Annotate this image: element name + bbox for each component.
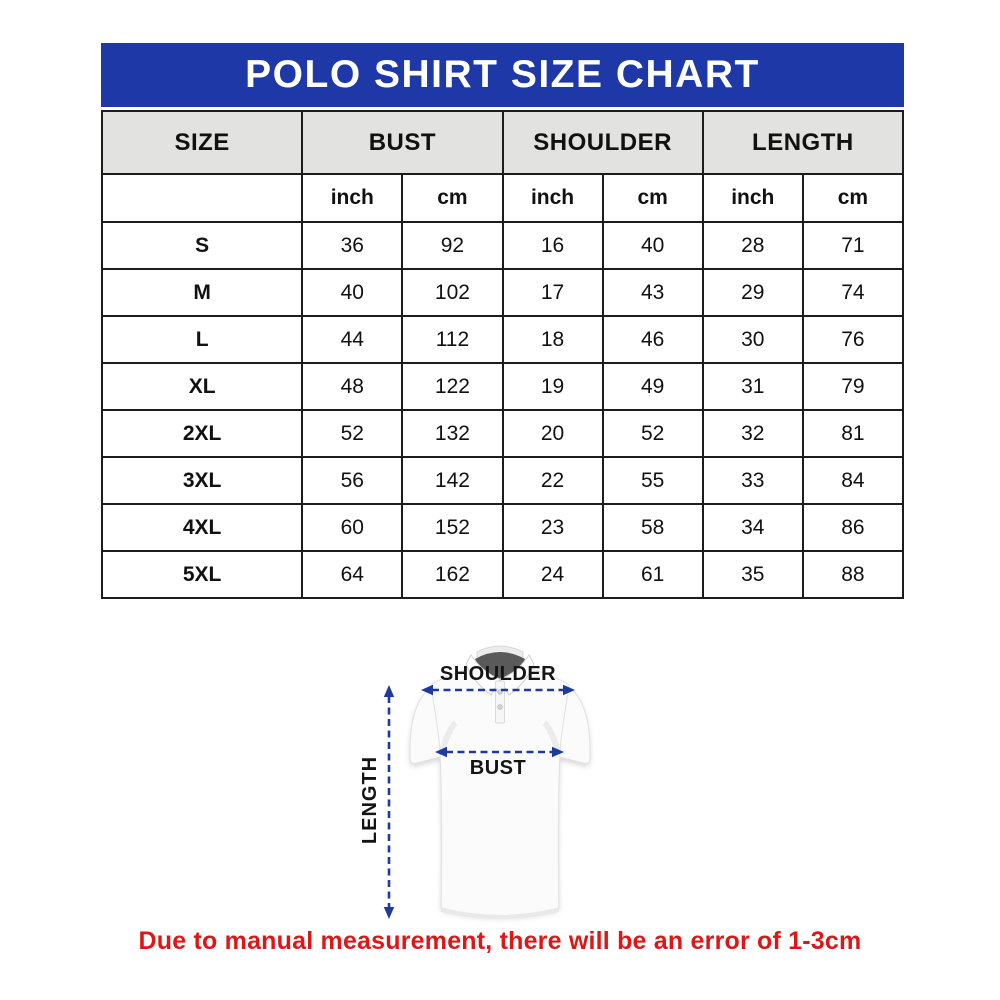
bust-inch-value: 64: [301, 550, 404, 599]
table-row: 4XL 60 152 23 58 34 86: [100, 503, 905, 552]
table-header-row: SIZE BUST SHOULDER LENGTH: [100, 110, 905, 175]
shoulder-cm-value: 52: [601, 409, 704, 458]
length-inch-value: 35: [701, 550, 804, 599]
col-header-bust: BUST: [301, 110, 504, 175]
bust-inch-value: 36: [301, 221, 404, 270]
size-label: 3XL: [100, 456, 304, 505]
table-row: 3XL 56 142 22 55 33 84: [100, 456, 905, 505]
unit-header-row: inch cm inch cm inch cm: [100, 173, 905, 223]
length-inch-value: 29: [701, 268, 804, 317]
col-header-size: SIZE: [100, 110, 304, 175]
length-cm-value: 79: [801, 362, 905, 411]
bust-cm-value: 122: [401, 362, 504, 411]
size-label: 5XL: [100, 550, 304, 599]
bust-inch-value: 52: [301, 409, 404, 458]
size-label: 2XL: [100, 409, 304, 458]
size-label: 4XL: [100, 503, 304, 552]
shoulder-cm-value: 55: [601, 456, 704, 505]
shoulder-inch-value: 23: [501, 503, 604, 552]
shoulder-cm-value: 58: [601, 503, 704, 552]
length-inch-value: 32: [701, 409, 804, 458]
bust-cm-value: 142: [401, 456, 504, 505]
bust-cm-value: 152: [401, 503, 504, 552]
bust-cm-value: 112: [401, 315, 504, 364]
unit-cell: inch: [701, 173, 804, 223]
size-chart-block: POLO SHIRT SIZE CHART SIZE BUST SHOULDER…: [100, 43, 905, 599]
shirt-body: [409, 660, 591, 919]
shoulder-inch-value: 24: [501, 550, 604, 599]
shirt-button: [497, 704, 503, 710]
unit-cell: cm: [401, 173, 504, 223]
shoulder-cm-value: 61: [601, 550, 704, 599]
length-inch-value: 28: [701, 221, 804, 270]
measurement-arrows: [383, 684, 575, 919]
bust-inch-value: 48: [301, 362, 404, 411]
bust-inch-value: 60: [301, 503, 404, 552]
shoulder-cm-value: 49: [601, 362, 704, 411]
length-inch-value: 30: [701, 315, 804, 364]
table-row: XL 48 122 19 49 31 79: [100, 362, 905, 411]
length-inch-value: 34: [701, 503, 804, 552]
size-label: XL: [100, 362, 304, 411]
table-row: M 40 102 17 43 29 74: [100, 268, 905, 317]
shoulder-label: SHOULDER: [440, 663, 556, 685]
bust-cm-value: 102: [401, 268, 504, 317]
page-title: POLO SHIRT SIZE CHART: [245, 53, 760, 96]
length-cm-value: 74: [801, 268, 905, 317]
size-table: SIZE BUST SHOULDER LENGTH inch cm inch c…: [100, 110, 905, 599]
shirt-collar: [465, 645, 535, 724]
unit-cell: inch: [501, 173, 604, 223]
bust-cm-value: 132: [401, 409, 504, 458]
unit-cell-empty: [100, 173, 304, 223]
length-cm-value: 76: [801, 315, 905, 364]
shoulder-inch-value: 17: [501, 268, 604, 317]
col-header-shoulder: SHOULDER: [501, 110, 704, 175]
length-cm-value: 86: [801, 503, 905, 552]
size-label: S: [100, 221, 304, 270]
shoulder-cm-value: 46: [601, 315, 704, 364]
size-label: L: [100, 315, 304, 364]
bust-inch-value: 40: [301, 268, 404, 317]
unit-cell: cm: [601, 173, 704, 223]
col-header-length: LENGTH: [701, 110, 905, 175]
length-cm-value: 81: [801, 409, 905, 458]
length-cm-value: 88: [801, 550, 905, 599]
shoulder-inch-value: 19: [501, 362, 604, 411]
length-cm-value: 71: [801, 221, 905, 270]
unit-cell: inch: [301, 173, 404, 223]
bust-inch-value: 56: [301, 456, 404, 505]
shoulder-inch-value: 16: [501, 221, 604, 270]
shoulder-cm-value: 40: [601, 221, 704, 270]
length-label: LENGTH: [359, 756, 381, 844]
bust-label: BUST: [470, 757, 526, 779]
bust-cm-value: 92: [401, 221, 504, 270]
shoulder-inch-value: 18: [501, 315, 604, 364]
table-row: 5XL 64 162 24 61 35 88: [100, 550, 905, 599]
bust-inch-value: 44: [301, 315, 404, 364]
chart-title-banner: POLO SHIRT SIZE CHART: [101, 43, 904, 107]
shirt-placket: [495, 680, 505, 724]
length-inch-value: 33: [701, 456, 804, 505]
table-row: S 36 92 16 40 28 71: [100, 221, 905, 270]
polo-shirt-measurement-diagram: SHOULDER BUST LENGTH: [359, 645, 591, 919]
bust-cm-value: 162: [401, 550, 504, 599]
shoulder-inch-value: 20: [501, 409, 604, 458]
table-row: 2XL 52 132 20 52 32 81: [100, 409, 905, 458]
measurement-disclaimer: Due to manual measurement, there will be…: [138, 927, 862, 955]
table-row: L 44 112 18 46 30 76: [100, 315, 905, 364]
shoulder-cm-value: 43: [601, 268, 704, 317]
unit-cell: cm: [801, 173, 905, 223]
size-label: M: [100, 268, 304, 317]
length-cm-value: 84: [801, 456, 905, 505]
length-inch-value: 31: [701, 362, 804, 411]
shoulder-inch-value: 22: [501, 456, 604, 505]
